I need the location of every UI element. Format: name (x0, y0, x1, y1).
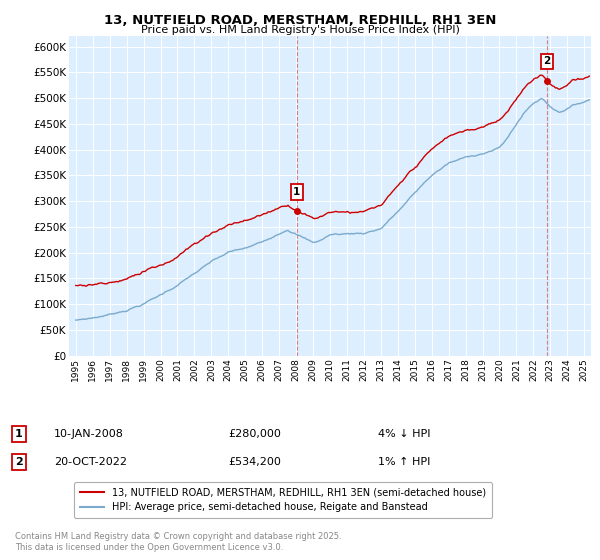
Text: £534,200: £534,200 (228, 457, 281, 467)
Text: 1% ↑ HPI: 1% ↑ HPI (378, 457, 430, 467)
Text: 13, NUTFIELD ROAD, MERSTHAM, REDHILL, RH1 3EN: 13, NUTFIELD ROAD, MERSTHAM, REDHILL, RH… (104, 14, 496, 27)
Text: 2: 2 (15, 457, 23, 467)
Text: Price paid vs. HM Land Registry's House Price Index (HPI): Price paid vs. HM Land Registry's House … (140, 25, 460, 35)
Text: 1: 1 (15, 429, 23, 439)
Text: £280,000: £280,000 (228, 429, 281, 439)
Text: 4% ↓ HPI: 4% ↓ HPI (378, 429, 431, 439)
Text: 10-JAN-2008: 10-JAN-2008 (54, 429, 124, 439)
Text: 20-OCT-2022: 20-OCT-2022 (54, 457, 127, 467)
Text: Contains HM Land Registry data © Crown copyright and database right 2025.
This d: Contains HM Land Registry data © Crown c… (15, 532, 341, 552)
Legend: 13, NUTFIELD ROAD, MERSTHAM, REDHILL, RH1 3EN (semi-detached house), HPI: Averag: 13, NUTFIELD ROAD, MERSTHAM, REDHILL, RH… (74, 482, 492, 519)
Text: 1: 1 (293, 187, 301, 197)
Text: 2: 2 (544, 56, 551, 66)
